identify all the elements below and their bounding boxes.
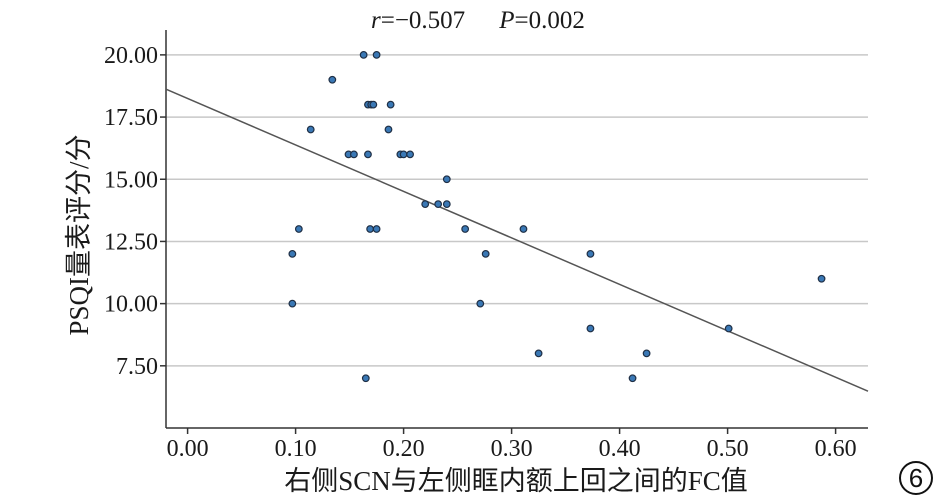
data-point — [817, 274, 826, 283]
data-point — [369, 100, 378, 109]
data-point — [288, 299, 297, 308]
data-points — [288, 50, 826, 383]
regression-line-group — [165, 88, 869, 392]
panel-label-badge: 6 — [899, 461, 933, 495]
y-axis-title: PSQI量表评分/分 — [64, 134, 94, 335]
p-symbol: P — [498, 7, 514, 34]
data-point — [294, 225, 303, 233]
p-value: =0.002 — [514, 7, 584, 34]
data-point — [288, 249, 297, 258]
data-point — [350, 150, 358, 159]
y-tick-label: 7.50 — [116, 354, 158, 380]
r-symbol: r — [371, 7, 381, 34]
panel-label-circle — [899, 461, 933, 495]
data-point — [364, 150, 372, 159]
regression-line — [165, 88, 869, 392]
data-point — [628, 374, 637, 383]
correlation-stats: r=−0.507 P=0.002 — [371, 7, 585, 34]
data-point — [361, 374, 370, 383]
grid-lines — [166, 54, 868, 367]
y-tick-label: 12.50 — [104, 229, 158, 255]
data-point — [519, 225, 528, 233]
data-point — [359, 50, 368, 59]
axes — [160, 30, 868, 434]
x-tick-label: 0.50 — [707, 436, 749, 462]
data-point — [306, 125, 315, 134]
r-value: =−0.507 — [381, 7, 465, 34]
x-tick-label: 0.00 — [167, 436, 209, 462]
data-point — [586, 249, 595, 258]
x-tick-label: 0.60 — [815, 436, 857, 462]
data-point — [328, 75, 337, 84]
data-point — [534, 349, 543, 358]
y-tick-label: 20.00 — [104, 43, 158, 69]
data-point — [481, 249, 490, 258]
x-tick-label: 0.40 — [599, 436, 641, 462]
panel-label-text: 6 — [909, 463, 923, 493]
x-axis-title: 右侧SCN与左侧眶内额上回之间的FC值 — [284, 466, 748, 496]
y-tick-label: 17.50 — [104, 105, 158, 131]
data-point — [384, 125, 393, 134]
data-point — [372, 225, 381, 233]
data-point — [461, 225, 470, 233]
x-tick-label: 0.30 — [491, 436, 533, 462]
data-point — [406, 150, 414, 159]
data-point — [476, 299, 485, 308]
data-point — [421, 200, 430, 209]
data-point — [442, 175, 451, 184]
data-point — [642, 349, 651, 358]
x-tick-label: 0.10 — [275, 436, 317, 462]
data-point — [724, 324, 733, 333]
y-tick-label: 10.00 — [104, 292, 158, 318]
data-point — [586, 324, 595, 333]
y-tick-label: 15.00 — [104, 167, 158, 193]
data-point — [399, 150, 408, 159]
data-point — [386, 100, 395, 109]
data-point — [372, 50, 381, 59]
data-point — [434, 200, 443, 209]
tick-labels: 7.50 10.00 12.50 15.00 17.50 20.00 0.00 0.10 0.2… — [104, 43, 857, 462]
x-tick-label: 0.20 — [383, 436, 425, 462]
data-point — [442, 200, 451, 209]
data-point — [366, 225, 375, 233]
